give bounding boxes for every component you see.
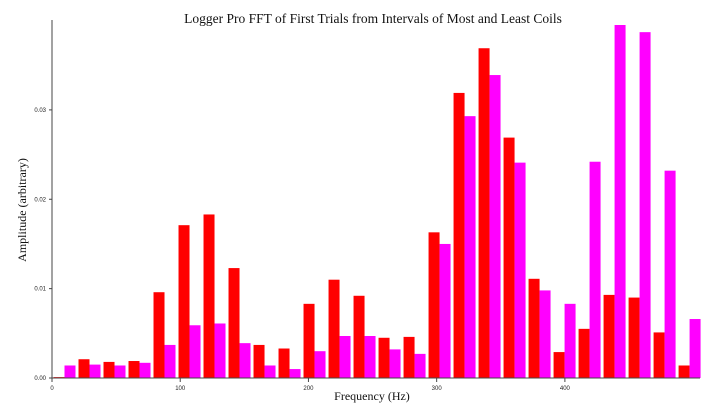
x-axis-label: Frequency (Hz) bbox=[334, 389, 410, 403]
bar-series1-15 bbox=[428, 232, 440, 378]
bar-series1-10 bbox=[303, 303, 315, 378]
bar-series2-16 bbox=[464, 116, 476, 379]
bar-series2-19 bbox=[539, 290, 551, 378]
x-tick-label-4: 400 bbox=[560, 386, 571, 392]
bar-series1-7 bbox=[228, 268, 240, 378]
bar-series2-12 bbox=[364, 336, 376, 378]
bar-series2-0 bbox=[64, 365, 76, 378]
y-tick-label-2: 0.02 bbox=[34, 197, 46, 203]
bar-series2-11 bbox=[339, 336, 351, 378]
x-tick-group: 0 100 200 300 400 bbox=[50, 378, 571, 392]
bar-series2-15 bbox=[439, 243, 451, 378]
bar-series2-21 bbox=[589, 161, 601, 378]
bar-series1-9 bbox=[278, 348, 290, 378]
y-tick-label-1: 0.01 bbox=[34, 287, 46, 293]
bar-series2-17 bbox=[489, 75, 501, 379]
bar-series2-4 bbox=[164, 344, 176, 378]
axes bbox=[51, 20, 700, 379]
bar-series2-7 bbox=[239, 343, 251, 378]
y-tick-label-0: 0.00 bbox=[34, 376, 46, 382]
y-axis-label: Amplitude (arbitrary) bbox=[15, 158, 29, 262]
bar-series1-24 bbox=[653, 332, 665, 378]
bar-series1-4 bbox=[153, 292, 165, 378]
bar-series2-22 bbox=[614, 25, 626, 378]
bar-series1-13 bbox=[378, 337, 390, 378]
bar-series2-13 bbox=[389, 349, 401, 378]
y-tick-group: 0.00 0.01 0.02 0.03 bbox=[34, 108, 52, 382]
bar-series2-18 bbox=[514, 162, 526, 378]
bar-series1-19 bbox=[528, 278, 540, 378]
y-tick-label-3: 0.03 bbox=[34, 108, 46, 114]
bar-series2-23 bbox=[639, 32, 651, 379]
bar-series2-24 bbox=[664, 170, 676, 378]
bar-series2-6 bbox=[214, 323, 226, 378]
bar-series1-12 bbox=[353, 295, 365, 378]
bar-series1-17 bbox=[478, 48, 490, 379]
bar-series1-2 bbox=[103, 361, 115, 378]
bar-series1-8 bbox=[253, 344, 265, 378]
bar-series2-3 bbox=[139, 362, 151, 378]
bar-series2-25 bbox=[689, 319, 701, 378]
x-tick-label-3: 300 bbox=[432, 386, 443, 392]
bar-series1-18 bbox=[503, 137, 515, 378]
bar-series1-25 bbox=[678, 365, 690, 378]
bar-series1-14 bbox=[403, 336, 415, 378]
chart-title: Logger Pro FFT of First Trials from Inte… bbox=[184, 11, 562, 26]
bar-series2-10 bbox=[314, 351, 326, 378]
x-tick-label-1: 100 bbox=[175, 386, 186, 392]
bar-series1-3 bbox=[128, 361, 140, 378]
bar-series1-16 bbox=[453, 92, 465, 379]
bar-series2-8 bbox=[264, 365, 276, 378]
x-tick-label-2: 200 bbox=[303, 386, 314, 392]
bar-series2-9 bbox=[289, 369, 301, 378]
bar-series1-1 bbox=[78, 359, 90, 378]
bar-group bbox=[53, 25, 701, 379]
bar-series1-11 bbox=[328, 279, 340, 378]
bar-series2-14 bbox=[414, 353, 426, 378]
bar-series1-6 bbox=[203, 214, 215, 378]
bar-series2-2 bbox=[114, 365, 126, 378]
x-tick-label-0: 0 bbox=[50, 386, 54, 392]
bar-series1-23 bbox=[628, 297, 640, 378]
bar-series2-1 bbox=[89, 364, 101, 378]
bar-series2-5 bbox=[189, 325, 201, 378]
bar-series2-20 bbox=[564, 303, 576, 378]
bar-series1-20 bbox=[553, 352, 565, 378]
bar-series1-21 bbox=[578, 328, 590, 378]
bar-series1-22 bbox=[603, 294, 615, 378]
bar-series1-5 bbox=[178, 225, 190, 378]
